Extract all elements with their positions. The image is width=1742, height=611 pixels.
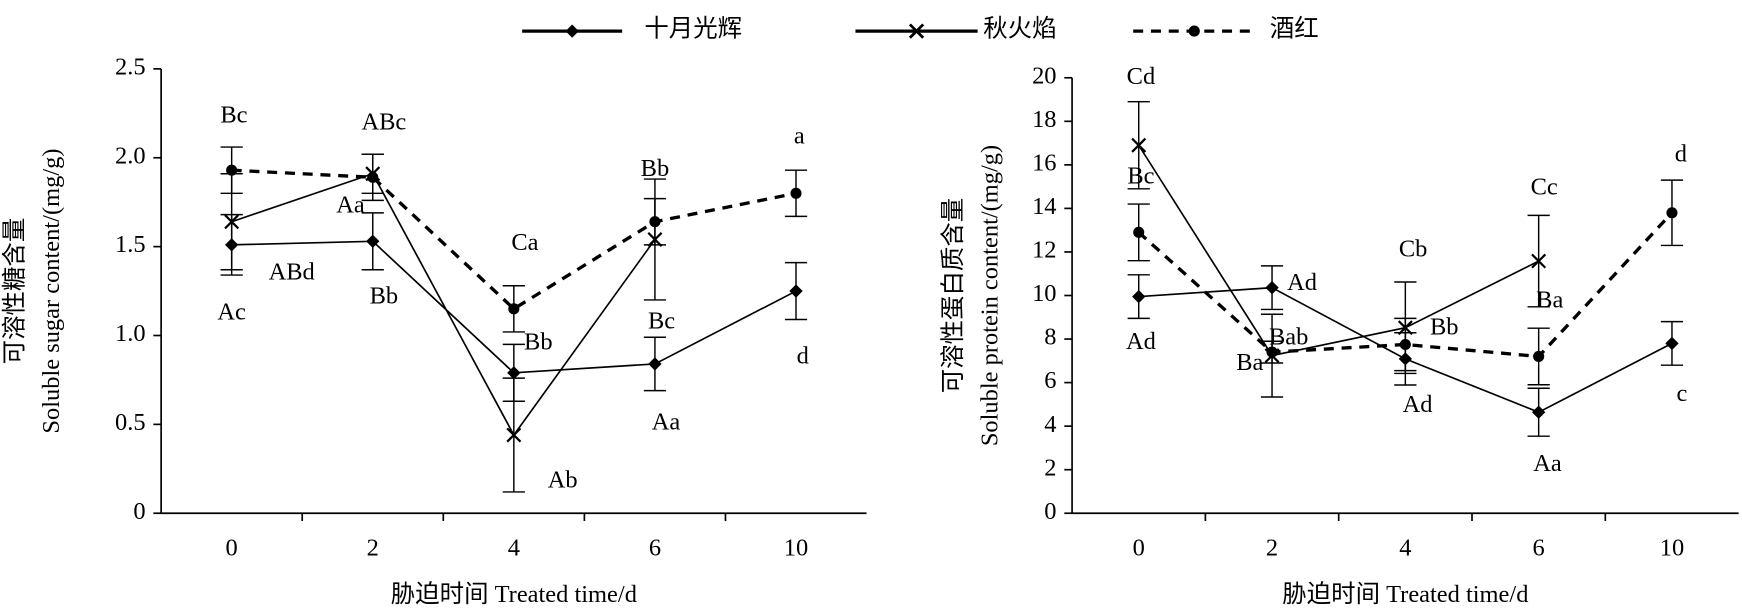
x-tick-label: 10 (784, 535, 808, 562)
significance-letter: Ca (511, 229, 538, 256)
x-tick-label: 6 (649, 535, 661, 562)
marker (1266, 346, 1278, 358)
significance-letter: Bb (1430, 314, 1459, 341)
series-line (231, 172, 656, 437)
significance-letter: Ac (217, 299, 246, 326)
y-tick-label: 0.5 (115, 409, 146, 436)
significance-letter: Ba (1536, 287, 1563, 314)
y-tick-label: 2.0 (115, 142, 146, 169)
y-tick-label: 16 (1032, 149, 1056, 176)
y-tick-label: 2 (1044, 454, 1056, 481)
marker (648, 357, 662, 371)
significance-letter: Bc (220, 101, 247, 128)
marker (508, 303, 520, 315)
legend-label: 酒红 (1270, 15, 1319, 43)
x-tick-label: 0 (226, 535, 238, 562)
marker (1132, 289, 1146, 304)
significance-letter: Aa (652, 409, 681, 436)
x-tick-label: 10 (1660, 535, 1684, 562)
significance-letter: a (794, 122, 805, 149)
legend-label: 十月光辉 (644, 15, 742, 43)
marker (1399, 338, 1411, 351)
x-tick-label: 6 (1533, 535, 1545, 562)
y-tick-label: 18 (1032, 106, 1056, 133)
y-tick-label: 8 (1044, 324, 1056, 351)
significance-letter: Aa (1533, 450, 1562, 477)
x-tick-label: 2 (367, 535, 379, 562)
y-tick-label: 2.5 (115, 53, 146, 80)
significance-letter: d (797, 342, 809, 369)
legend-marker (908, 23, 925, 39)
significance-letter: Ba (1236, 349, 1263, 376)
significance-letter: Ad (1126, 328, 1156, 355)
marker (1665, 336, 1679, 351)
x-axis-label: 胁迫时间 Treated time/d (391, 580, 637, 608)
y-tick-label: 0 (1044, 498, 1056, 525)
marker (1531, 405, 1546, 419)
significance-letter: Ad (1287, 269, 1317, 296)
marker (367, 171, 379, 183)
y-tick-label: 20 (1032, 62, 1056, 89)
marker (790, 187, 802, 199)
legend-marker (565, 24, 579, 38)
marker (1131, 137, 1147, 153)
significance-letter: Bb (524, 329, 553, 356)
significance-letter: Bb (641, 155, 670, 182)
marker (506, 427, 522, 443)
significance-letter: Aa (336, 192, 365, 219)
x-axis-label: 胁迫时间 Treated time/d (1282, 580, 1528, 608)
significance-letter: ABd (269, 258, 315, 285)
y-tick-label: 1.0 (115, 320, 146, 347)
y-tick-label: 12 (1032, 237, 1056, 264)
marker (1133, 226, 1145, 238)
legend-label: 秋火焰 (983, 15, 1056, 43)
y-tick-label: 10 (1032, 280, 1056, 307)
marker (1531, 253, 1547, 269)
significance-letter: Bc (648, 307, 675, 334)
significance-letter: Cb (1399, 236, 1428, 263)
y-tick-label: 14 (1032, 193, 1056, 220)
significance-letter: Ab (548, 466, 578, 493)
significance-letter: Cc (1531, 173, 1558, 200)
significance-letter: Ad (1403, 391, 1433, 418)
y-axis-label: Soluble sugar content/(mg/g) (38, 149, 65, 434)
legend-marker (1188, 25, 1200, 37)
marker (1533, 350, 1545, 363)
significance-letter: d (1675, 141, 1687, 168)
y-tick-label: 4 (1044, 411, 1056, 438)
x-tick-label: 4 (508, 535, 520, 562)
x-tick-label: 4 (1399, 535, 1411, 562)
x-tick-label: 0 (1133, 535, 1145, 562)
y-axis-label: 可溶性蛋白质含量 (939, 198, 967, 393)
marker (1265, 280, 1279, 295)
marker (789, 284, 803, 298)
significance-letter: Bc (1127, 163, 1154, 190)
series-line (1138, 144, 1540, 357)
significance-letter: Bab (1269, 323, 1308, 350)
y-tick-label: 0 (133, 498, 145, 525)
y-tick-label: 6 (1044, 367, 1056, 394)
series-line (231, 168, 797, 311)
x-tick-label: 2 (1266, 535, 1278, 562)
marker (1666, 207, 1678, 219)
significance-letter: Bb (370, 283, 399, 310)
significance-letter: ABc (361, 109, 406, 136)
marker (366, 234, 380, 248)
marker (649, 216, 661, 228)
y-axis-label: Soluble protein content/(mg/g) (977, 145, 1004, 446)
marker (226, 164, 238, 176)
y-axis-label: 可溶性糖含量 (0, 218, 28, 365)
y-tick-label: 1.5 (115, 231, 146, 258)
significance-letter: c (1677, 380, 1688, 407)
significance-letter: Cd (1127, 63, 1156, 90)
marker (224, 214, 240, 230)
